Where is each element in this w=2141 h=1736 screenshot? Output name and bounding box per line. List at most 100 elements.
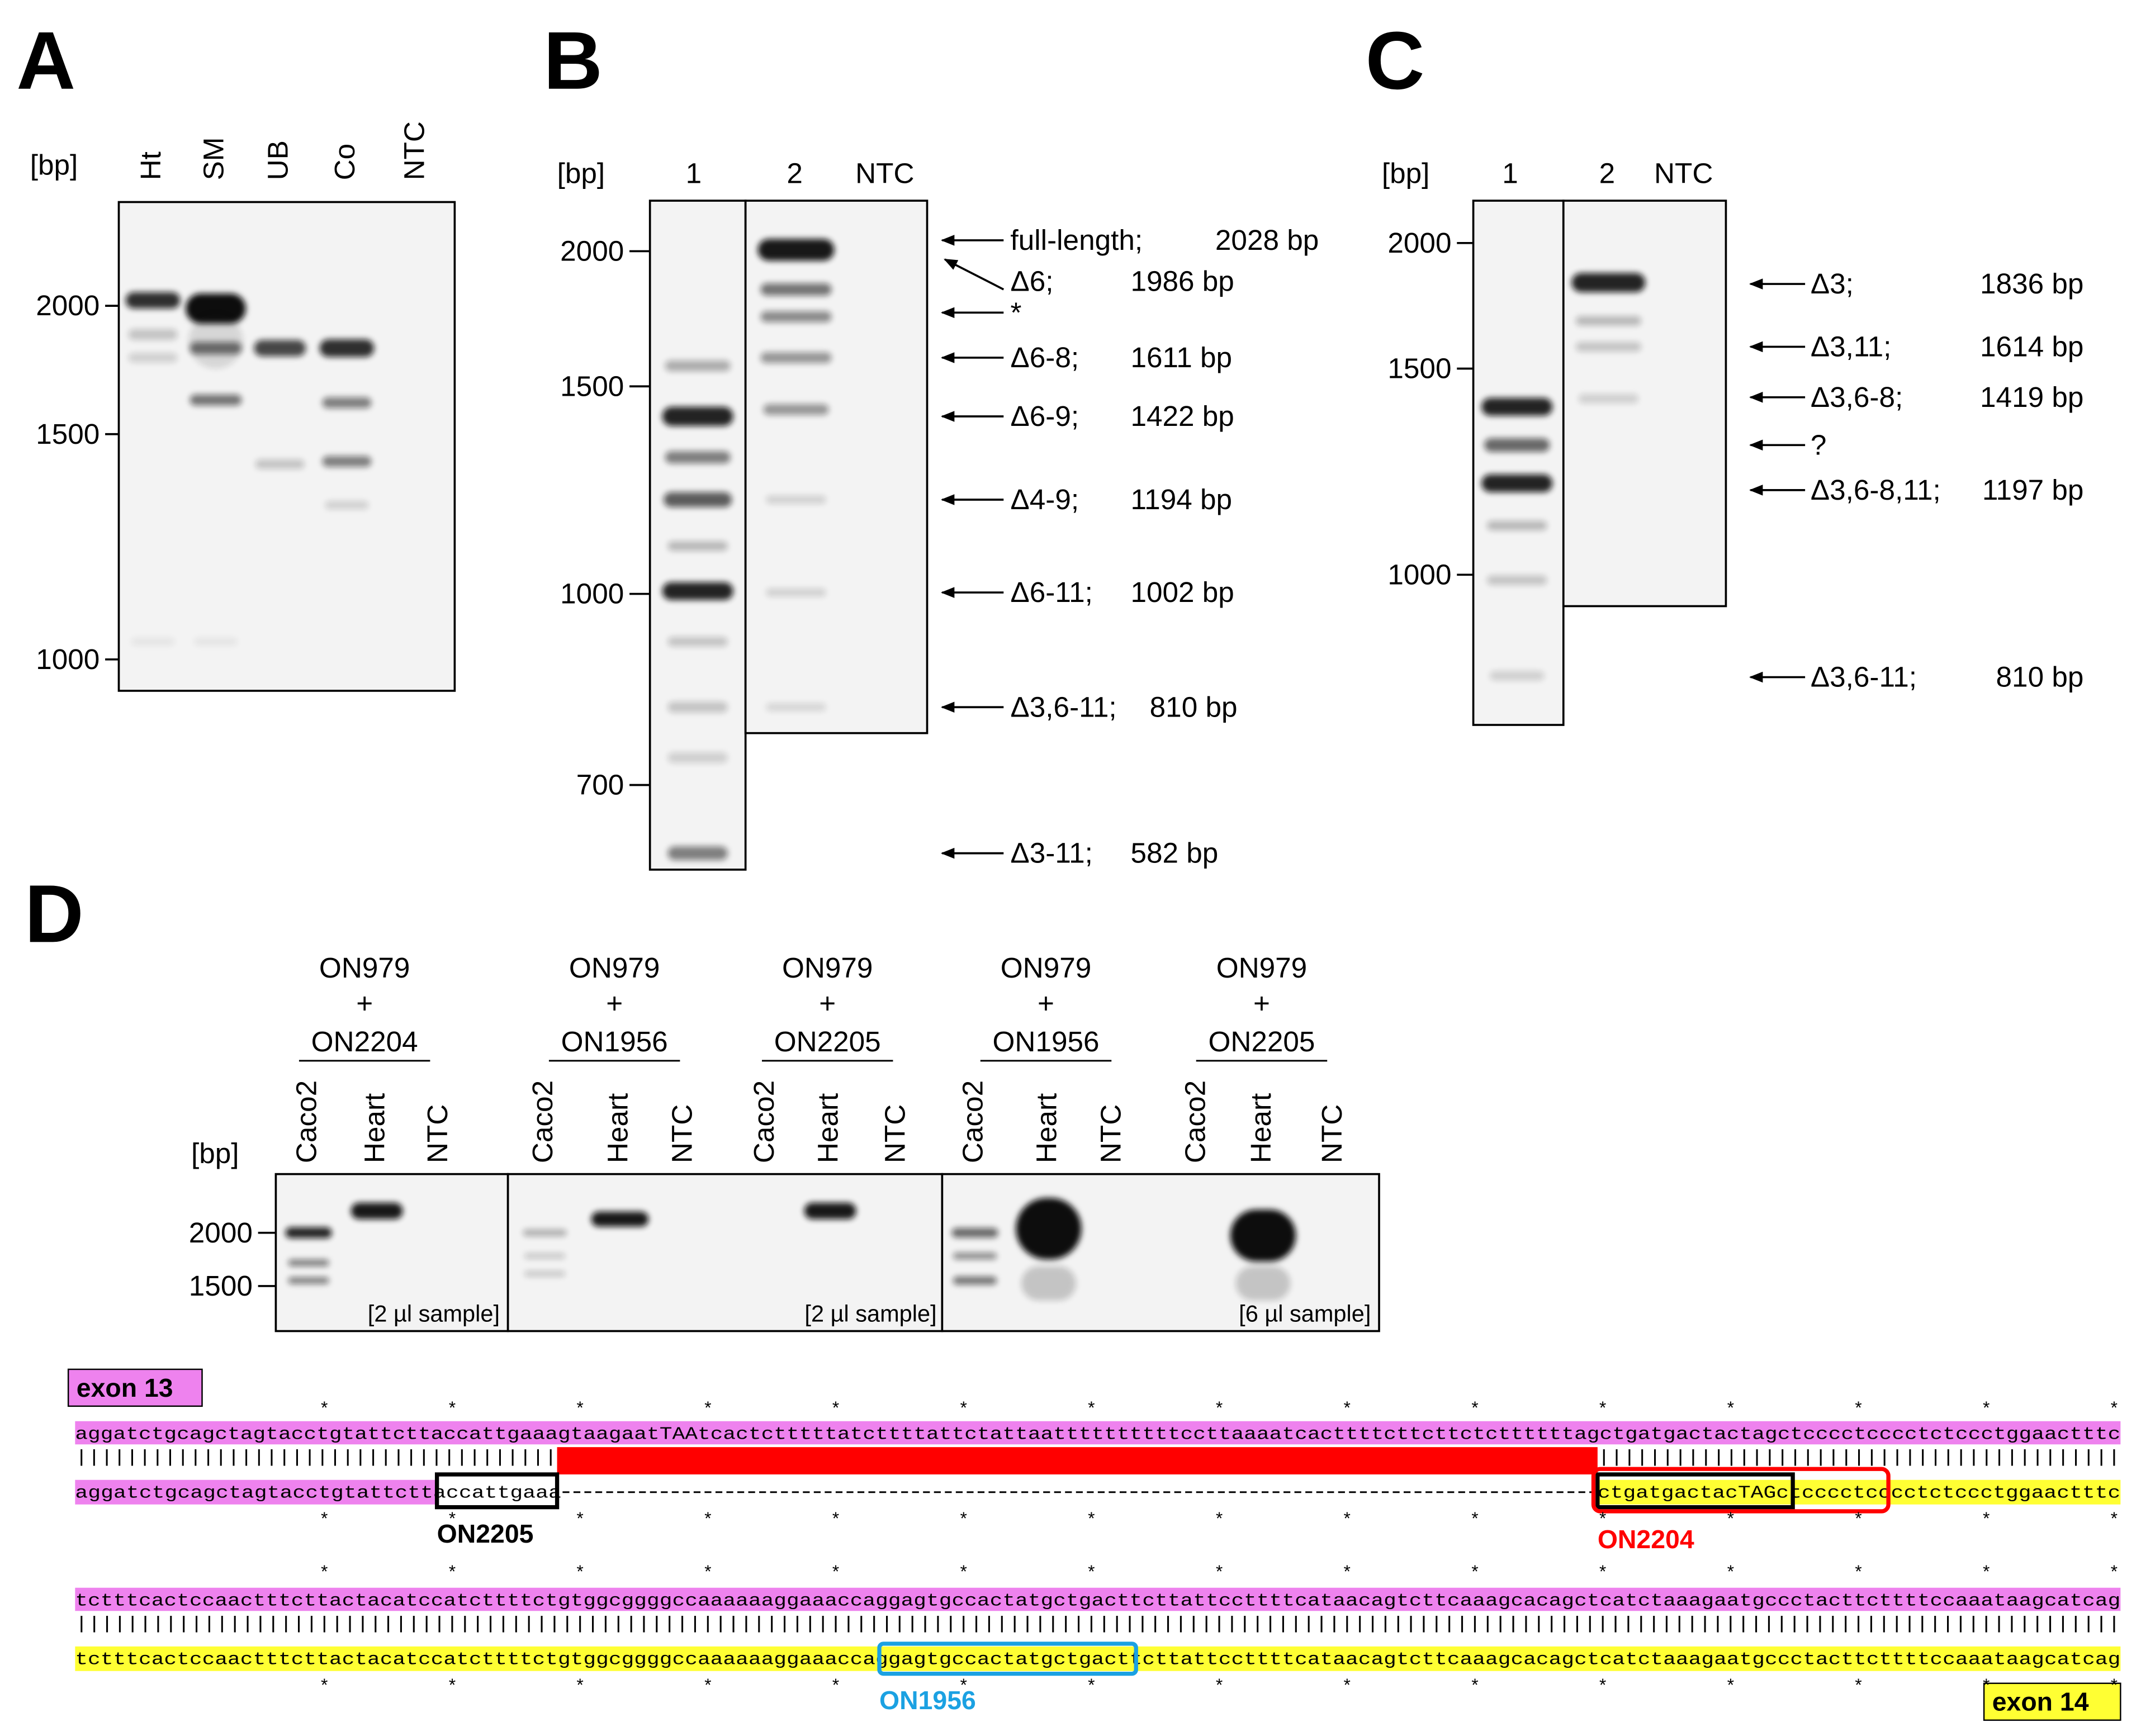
lane-label: 2: [787, 157, 803, 189]
band: [1481, 398, 1553, 416]
gel: [506, 1173, 944, 1332]
lane-label: NTC: [666, 1104, 698, 1163]
position-mark: *: [1470, 1564, 1480, 1584]
unit-label: [bp]: [191, 1137, 239, 1169]
band-name: Δ6-8;: [1011, 341, 1079, 373]
band: [1021, 1266, 1076, 1301]
band: [288, 1277, 329, 1284]
sequence: ||||||||||||||||||||||||||||||||||||||: [75, 1448, 557, 1468]
lane-label: NTC: [1316, 1104, 1348, 1163]
size-marker: 2000: [560, 235, 624, 267]
position-mark: *: [575, 1677, 585, 1697]
position-mark: *: [1214, 1677, 1225, 1697]
band-name: Δ6-9;: [1011, 400, 1079, 432]
exon-box: [67, 1368, 203, 1407]
band: [953, 1276, 997, 1285]
band: [190, 394, 242, 406]
position-mark: *: [1470, 1510, 1480, 1530]
position-mark: *: [447, 1677, 457, 1697]
band: [188, 314, 243, 369]
lane-label: NTC: [879, 1104, 911, 1163]
panel-label: A: [16, 15, 75, 107]
position-mark: *: [1853, 1677, 1864, 1697]
position-mark: *: [447, 1564, 457, 1584]
band-size: 1419 bp: [1980, 381, 2083, 413]
size-marker: 2000: [1387, 227, 1451, 259]
size-marker: 1500: [560, 370, 624, 402]
band: [667, 846, 728, 860]
lane-label: NTC: [855, 157, 914, 189]
band-size: 1002 bp: [1130, 576, 1234, 608]
band: [186, 293, 246, 324]
primer-label: ON2204: [1598, 1525, 1694, 1554]
gel: [744, 200, 929, 734]
position-mark: *: [1725, 1564, 1736, 1584]
primer-plus: +: [819, 987, 836, 1019]
position-mark: *: [1342, 1510, 1352, 1530]
position-mark: *: [958, 1677, 969, 1697]
band: [254, 340, 306, 357]
position-mark: *: [2109, 1677, 2119, 1697]
band: [766, 703, 826, 712]
position-mark: *: [319, 1564, 330, 1584]
position-mark: *: [447, 1510, 457, 1530]
band: [760, 352, 832, 363]
position-mark: *: [1470, 1400, 1480, 1420]
lane-label: 2: [1599, 157, 1616, 189]
band-name: ?: [1811, 429, 1827, 461]
primer-label: ON1956: [879, 1686, 976, 1715]
band: [953, 1253, 997, 1260]
position-mark: *: [1086, 1564, 1097, 1584]
position-mark: *: [1981, 1400, 1992, 1420]
position-mark: *: [319, 1400, 330, 1420]
primer-forward: ON979: [1216, 952, 1307, 984]
lane-label: Heart: [1245, 1093, 1277, 1163]
gel: [117, 201, 456, 692]
band: [1575, 341, 1642, 352]
size-marker: 1500: [1387, 353, 1451, 385]
position-mark: *: [1342, 1564, 1352, 1584]
band: [804, 1202, 856, 1220]
lane-label: SM: [197, 137, 229, 181]
band: [662, 406, 733, 426]
position-mark: *: [1598, 1564, 1608, 1584]
sequence: ctgatgactacTAGctcccctcccctctccctggaacttt…: [1598, 1483, 2121, 1503]
size-marker: 1500: [36, 418, 100, 450]
sample-note: [6 µl sample]: [1239, 1300, 1371, 1326]
gel: [648, 200, 747, 871]
band-name: Δ4-9;: [1011, 483, 1079, 515]
primer-forward: ON979: [569, 952, 660, 984]
position-mark: *: [1853, 1564, 1864, 1584]
primer-reverse: ON1956: [561, 1026, 668, 1057]
position-mark: *: [1725, 1400, 1736, 1420]
position-mark: *: [575, 1400, 585, 1420]
band: [1481, 474, 1553, 492]
band: [1578, 393, 1639, 404]
band-name: Δ6;: [1011, 265, 1054, 297]
exon14-highlight: [1597, 1479, 2121, 1505]
band: [1016, 1198, 1082, 1260]
primer-reverse: ON2204: [311, 1026, 418, 1057]
unit-label: [bp]: [30, 149, 78, 181]
band: [255, 459, 305, 469]
position-mark: *: [703, 1510, 713, 1530]
position-mark: *: [1725, 1677, 1736, 1697]
unit-label: [bp]: [1382, 157, 1430, 189]
lane-label: UB: [262, 140, 293, 180]
panel-label: B: [543, 15, 603, 107]
position-mark: *: [2109, 1510, 2119, 1530]
band: [524, 1271, 566, 1277]
band: [1486, 575, 1547, 585]
band-size: 1836 bp: [1980, 268, 2083, 300]
band: [763, 404, 829, 415]
band: [285, 1227, 332, 1239]
band: [662, 582, 733, 600]
primer-plus: +: [606, 987, 623, 1019]
position-mark: *: [1598, 1400, 1608, 1420]
band: [1489, 671, 1545, 681]
lane-label: Caco2: [1180, 1080, 1211, 1163]
band: [325, 501, 369, 510]
band: [665, 360, 731, 372]
position-mark: *: [1342, 1677, 1352, 1697]
